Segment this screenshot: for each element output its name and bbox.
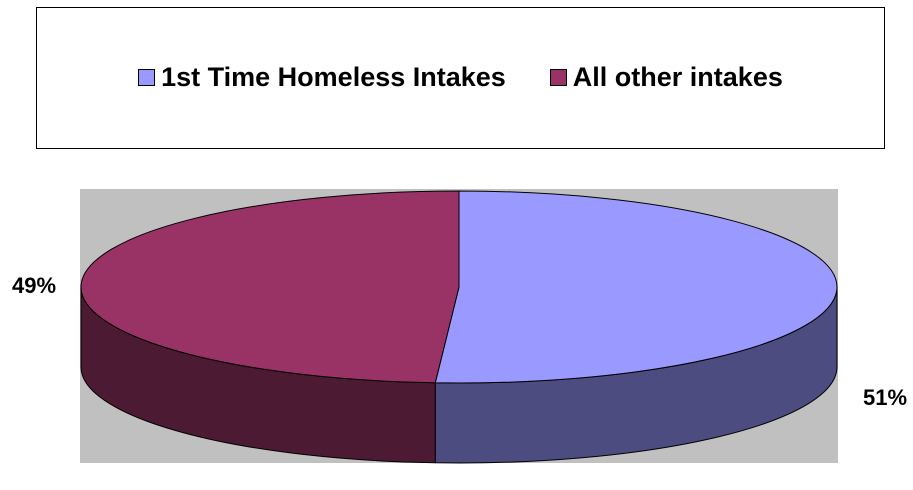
pct-label-other: 49% — [12, 273, 56, 298]
legend-item-first-time: 1st Time Homeless Intakes — [138, 62, 506, 93]
legend-label-first-time: 1st Time Homeless Intakes — [161, 62, 506, 92]
legend-row: 1st Time Homeless Intakes All other inta… — [37, 62, 884, 93]
legend-label-other: All other intakes — [572, 62, 783, 92]
pie-group — [80, 190, 838, 464]
legend: 1st Time Homeless Intakes All other inta… — [36, 7, 885, 149]
pct-label-first-time: 51% — [863, 385, 907, 410]
pie-slice-1 — [80, 190, 460, 384]
pie-slice-0 — [434, 190, 838, 384]
legend-item-other: All other intakes — [549, 62, 783, 93]
legend-swatch-other — [549, 69, 567, 86]
legend-swatch-first-time — [138, 69, 156, 86]
